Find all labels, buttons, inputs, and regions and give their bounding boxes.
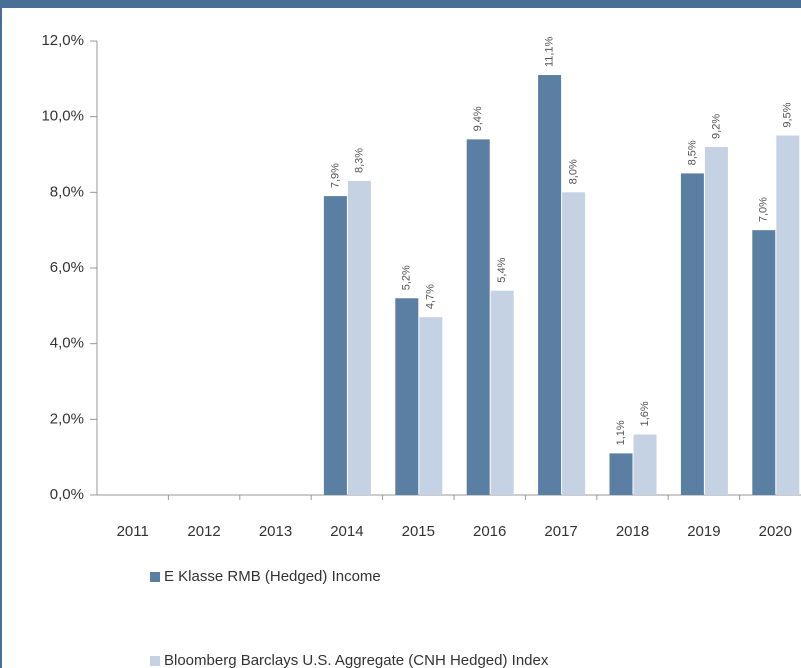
x-tick-label: 2013 [259, 523, 292, 540]
x-tick-label: 2019 [687, 523, 720, 540]
x-tick-label: 2012 [187, 523, 220, 540]
bar [562, 192, 586, 496]
value-label: 9,5% [782, 102, 794, 127]
value-label: 4,7% [425, 284, 437, 309]
top-border [0, 0, 801, 8]
legend-swatch [150, 656, 160, 666]
value-label: 5,4% [496, 257, 508, 282]
legend-swatch [150, 572, 160, 582]
x-tick-label: 2011 [117, 523, 149, 540]
x-tick-label: 2015 [402, 523, 435, 540]
y-tick-label: 10,0% [41, 108, 84, 125]
bar [490, 290, 514, 495]
bar [419, 317, 443, 495]
x-tick-label: 2018 [616, 523, 649, 540]
value-label: 1,6% [639, 401, 651, 426]
y-tick-label: 12,0% [41, 32, 84, 49]
bar [704, 146, 728, 495]
y-tick-label: 6,0% [50, 259, 84, 276]
bar [776, 135, 800, 496]
value-label: 7,9% [329, 163, 341, 188]
bar [347, 180, 371, 495]
x-tick-label: 2020 [759, 523, 792, 540]
bar [323, 196, 347, 495]
value-label: 7,0% [758, 197, 770, 222]
value-label: 11,1% [544, 36, 556, 67]
value-label: 9,4% [472, 106, 484, 131]
value-label: 8,3% [353, 148, 365, 173]
y-tick-label: 4,0% [50, 335, 84, 352]
bar [466, 139, 490, 495]
x-tick-label: 2014 [330, 523, 363, 540]
y-tick-label: 0,0% [50, 486, 84, 503]
bar [395, 298, 419, 495]
bar [538, 75, 562, 496]
value-label: 1,1% [615, 420, 627, 445]
value-label: 8,5% [686, 140, 698, 165]
value-label: 9,2% [710, 114, 722, 139]
bar [680, 173, 704, 495]
legend-label: Bloomberg Barclays U.S. Aggregate (CNH H… [164, 652, 549, 668]
bar [609, 453, 633, 495]
value-label: 5,2% [401, 265, 413, 290]
value-label: 8,0% [568, 159, 580, 184]
legend-label: E Klasse RMB (Hedged) Income [164, 568, 381, 585]
y-tick-label: 2,0% [50, 410, 84, 427]
y-tick-label: 8,0% [50, 183, 84, 200]
left-border [0, 0, 2, 668]
bar [633, 434, 657, 495]
bar [752, 230, 776, 495]
x-tick-label: 2016 [473, 523, 506, 540]
x-tick-label: 2017 [544, 523, 577, 540]
